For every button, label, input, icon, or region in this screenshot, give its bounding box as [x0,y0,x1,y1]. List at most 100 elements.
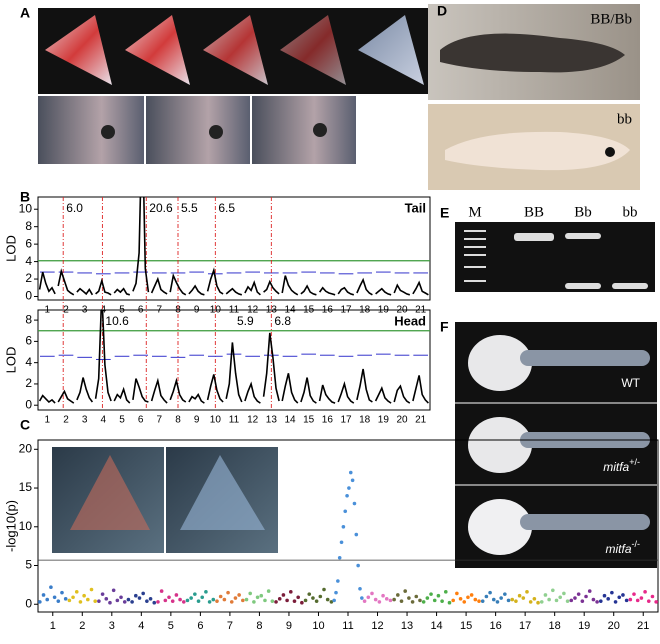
snp-point [67,598,72,603]
fin-photo [45,15,112,85]
snp-point [325,597,330,602]
snp-point [429,592,433,596]
snp-point [300,600,304,605]
y-tick-label: 0 [25,289,32,303]
snp-point [350,478,355,483]
snp-point [345,493,349,498]
y-axis-label: LOD [3,235,18,262]
snp-point [343,509,348,514]
snp-point [322,587,326,592]
lod-trace [244,280,261,296]
snp-point [598,599,603,603]
x-tick-label: 14 [284,415,296,426]
snp-point [348,470,353,475]
snp-point [447,600,452,605]
y-tick-label: 15 [19,480,33,494]
snp-point [517,593,522,598]
eye [605,147,615,157]
peak-label: 6.5 [218,201,235,215]
x-tick-label: 15 [303,415,315,426]
snp-point [122,600,127,604]
x-tick-label: 18 [549,620,561,632]
snp-point [336,579,340,583]
lod-trace [356,368,373,403]
x-tick-label: 18 [359,415,371,426]
lane-label: M [468,204,481,220]
x-tick-label: 20 [396,415,408,426]
snp-point [41,593,46,597]
y-tick-label: 2 [25,271,32,285]
snp-point [628,597,633,602]
lod-trace [318,384,336,404]
snp-point [252,600,256,604]
lane-label: Bb [574,204,592,220]
snp-point [215,599,219,603]
x-tick-label: 11 [342,620,353,632]
head-photo [38,96,144,164]
snp-point [595,600,599,604]
snp-point [49,585,53,590]
snp-point [248,591,253,596]
snp-point [45,597,50,602]
y-tick-label: 0 [25,397,32,411]
snp-point [189,596,193,600]
lod-trace [206,267,224,295]
lod-trace [94,310,112,402]
snp-point [639,596,644,600]
snp-point [506,598,511,603]
snp-point [314,599,319,603]
lod-trace [188,393,205,404]
x-tick-label: 2 [63,415,69,426]
peak-label: 20.6 [149,201,173,215]
snp-point [602,593,607,598]
lod-trace [188,284,205,296]
snp-point [539,600,544,604]
snp-point [462,600,467,604]
y-tick-label: 8 [25,219,32,233]
lod-trace [76,287,94,296]
snp-point [384,597,389,601]
snp-point [255,595,260,600]
snp-point [587,589,592,593]
panel-label: A [20,5,30,21]
snp-point [352,501,357,506]
x-tick-label: 3 [82,415,88,426]
snp-point [156,600,160,604]
panel-label: D [437,3,447,19]
snp-point [318,594,323,599]
lod-trace [225,342,243,403]
x-tick-label: 16 [322,415,334,426]
snp-point [86,597,90,602]
snp-point [259,593,264,598]
y-tick-label: 2 [25,376,32,390]
gene: mitfa [603,460,629,474]
x-tick-label: 14 [430,620,442,632]
snp-point [458,597,463,601]
y-tick-label: 4 [25,355,32,369]
x-tick-label: 6 [197,620,203,632]
snp-point [392,597,396,602]
snp-point [488,590,492,595]
x-tick-label: 10 [210,415,222,426]
snp-point [71,595,75,600]
head-photo [252,96,356,164]
snp-point [241,598,245,603]
snp-point [407,596,411,600]
genotype-label: bb [617,111,632,127]
snp-point [396,593,400,597]
x-tick-label: 19 [578,620,590,632]
lod-trace [113,386,131,404]
peak-label: 6.0 [66,201,83,215]
snp-point [263,598,267,603]
lod-trace [337,380,355,404]
snp-point [185,598,190,603]
snp-point [491,597,496,602]
x-tick-label: 7 [157,415,163,426]
snp-point [274,600,278,604]
x-tick-label: 12 [247,415,259,426]
snp-point [466,595,470,600]
snp-point [358,586,362,591]
lod-trace [169,377,187,403]
snp-point [576,592,581,596]
